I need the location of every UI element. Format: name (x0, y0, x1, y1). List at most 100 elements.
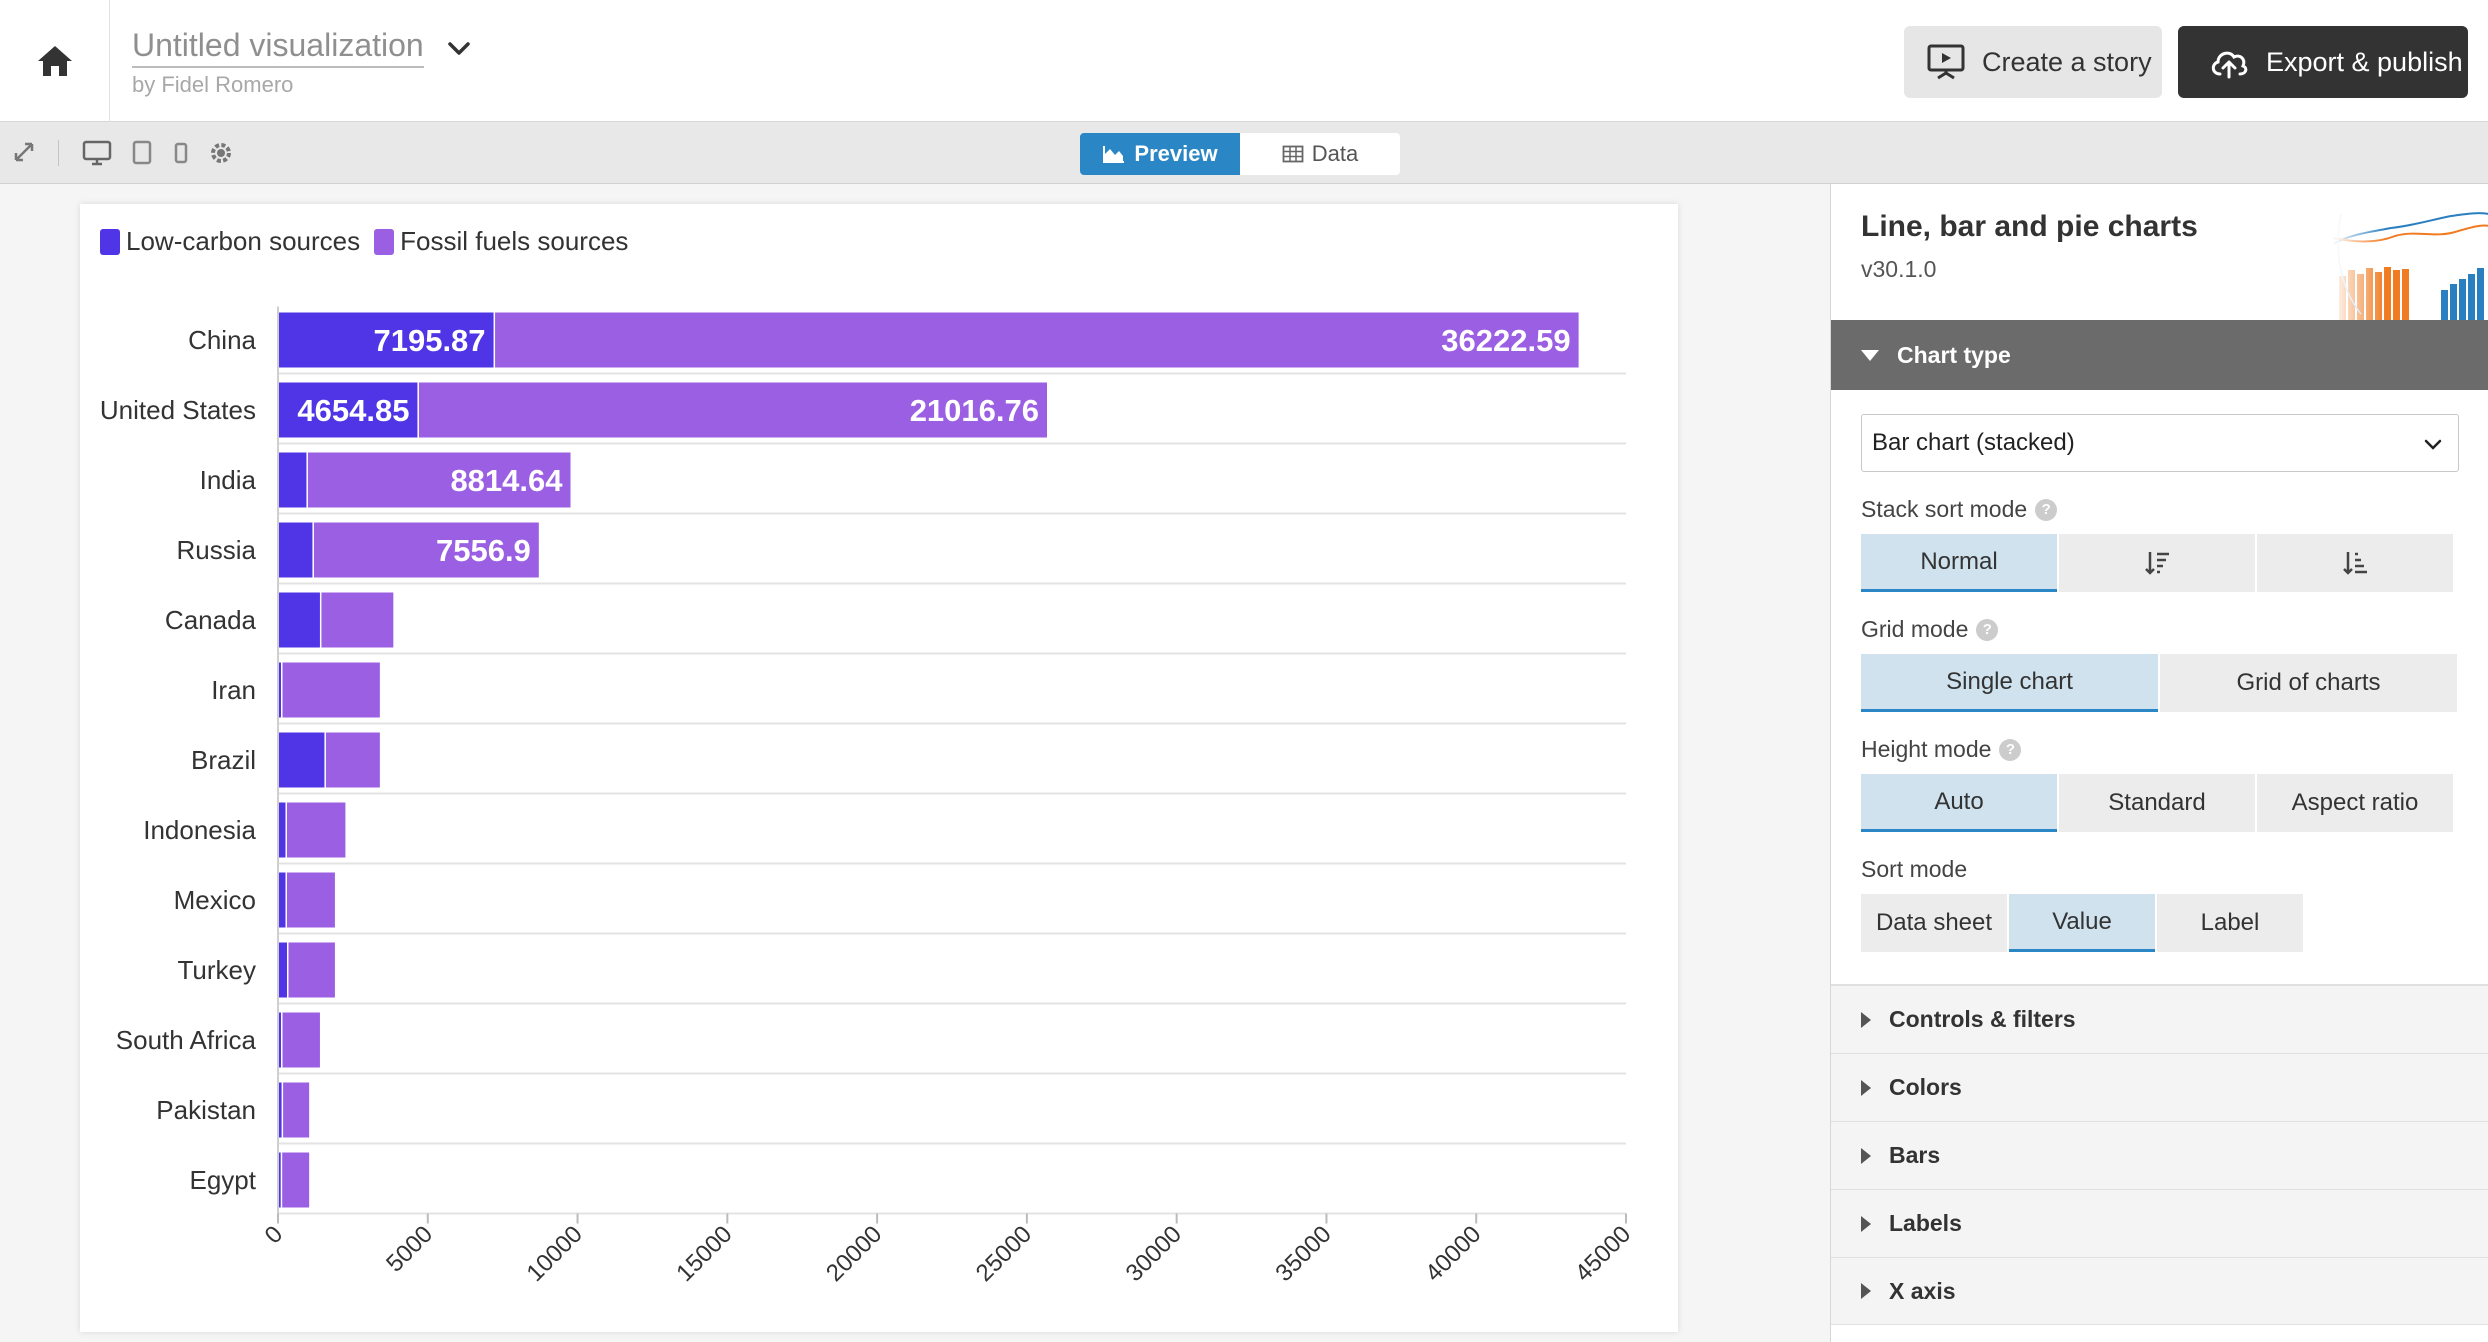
bar-segment[interactable] (282, 662, 380, 718)
bar-segment[interactable] (283, 1082, 310, 1138)
area-chart-icon (1103, 146, 1125, 163)
gear-icon[interactable] (208, 140, 234, 166)
bar-segment[interactable] (286, 802, 346, 858)
grid-mode-label: Grid mode ? (1861, 616, 1999, 643)
section-colors[interactable]: Colors (1831, 1053, 2488, 1121)
bar-segment[interactable] (282, 1012, 320, 1068)
options-panel: Line, bar and pie charts v30.1.0 (1830, 184, 2488, 1342)
height-auto-button[interactable]: Auto (1861, 774, 2057, 832)
home-icon (37, 46, 72, 76)
caret-right-icon (1861, 1147, 1871, 1164)
stack-sort-normal-button[interactable]: Normal (1861, 534, 2057, 592)
stack-sort-ascending-button[interactable] (2257, 534, 2453, 592)
sort-descending-icon (2145, 552, 2169, 575)
sort-label-button[interactable]: Label (2157, 894, 2303, 952)
chart-type-select[interactable]: Bar chart (stacked) (1861, 414, 2459, 472)
section-bars[interactable]: Bars (1831, 1121, 2488, 1189)
caret-right-icon (1861, 1011, 1871, 1028)
bar-value-label: 4654.85 (297, 393, 409, 428)
legend-swatch-fossil (374, 228, 395, 255)
stack-sort-descending-button[interactable] (2059, 534, 2255, 592)
help-icon[interactable]: ? (1976, 618, 1999, 641)
sort-value-label: Value (2052, 907, 2112, 935)
grid-of-charts-button[interactable]: Grid of charts (2160, 654, 2457, 712)
bar-segment[interactable] (278, 662, 281, 718)
category-label: Brazil (191, 745, 256, 775)
bar-segment[interactable] (278, 382, 418, 438)
bar-segment[interactable] (313, 522, 539, 578)
bar-segment[interactable] (278, 872, 286, 928)
bar-segment[interactable] (282, 1152, 310, 1208)
create-story-button[interactable]: Create a story (1904, 26, 2162, 98)
bar-segment[interactable] (278, 522, 313, 578)
chevron-down-icon[interactable] (444, 34, 474, 64)
category-label: United States (100, 395, 256, 425)
sort-datasheet-button[interactable]: Data sheet (1861, 894, 2007, 952)
bar-value-label: 7195.87 (373, 323, 485, 358)
tab-data[interactable]: Data (1240, 133, 1400, 175)
create-story-label: Create a story (1982, 46, 2152, 77)
bar-segment[interactable] (278, 592, 320, 648)
section-controls-filters[interactable]: Controls & filters (1831, 985, 2488, 1053)
template-version: v30.1.0 (1861, 256, 1937, 282)
legend-label-fossil: Fossil fuels sources (400, 226, 629, 256)
bar-chart: China 7195.87 36222.59 United States 4654.85… (100, 306, 1636, 1287)
sort-value-button[interactable]: Value (2009, 894, 2155, 952)
tablet-icon[interactable] (132, 140, 152, 166)
bar-segment[interactable] (286, 872, 335, 928)
help-icon[interactable]: ? (2035, 498, 2058, 521)
bar-segment[interactable] (278, 452, 307, 508)
section-bars-label: Bars (1889, 1142, 1941, 1168)
visualization-title[interactable]: Untitled visualization (132, 26, 424, 68)
template-title: Line, bar and pie charts (1861, 210, 2198, 243)
legend-item-low-carbon[interactable]: Low-carbon sources (100, 226, 360, 257)
bar-segment[interactable] (278, 732, 325, 788)
bar-value-label: 21016.76 (910, 393, 1039, 428)
template-thumbnail (2331, 204, 2488, 320)
bar-segment[interactable] (325, 732, 380, 788)
sort-mode-label-text: Sort mode (1861, 856, 1968, 882)
bar-segment[interactable] (321, 592, 394, 648)
height-auto-label: Auto (1934, 787, 1984, 815)
bar-segment[interactable] (278, 1012, 281, 1068)
grid-single-chart-button[interactable]: Single chart (1861, 654, 2158, 712)
height-aspect-ratio-button[interactable]: Aspect ratio (2257, 774, 2453, 832)
bar-segment[interactable] (288, 942, 335, 998)
bar-segment[interactable] (278, 942, 287, 998)
tab-preview[interactable]: Preview (1080, 133, 1240, 175)
author-label: by Fidel Romero (132, 72, 294, 97)
x-tick-label: 25000 (971, 1221, 1037, 1287)
height-aspect-label: Aspect ratio (2291, 789, 2419, 816)
chart-legend: Low-carbon sources Fossil fuels sources (100, 226, 642, 257)
category-label: Russia (177, 535, 257, 565)
caret-down-icon (1861, 349, 1879, 361)
mobile-icon[interactable] (174, 140, 188, 166)
x-tick-label: 45000 (1570, 1221, 1636, 1287)
expand-icon[interactable] (12, 140, 36, 164)
category-label: Turkey (178, 955, 257, 985)
bar-segment[interactable] (307, 452, 571, 508)
home-button[interactable] (0, 0, 110, 122)
stack-sort-label: Stack sort mode ? (1861, 496, 2058, 523)
grid-charts-label: Grid of charts (2236, 669, 2381, 696)
section-x-axis[interactable]: X axis (1831, 1257, 2488, 1325)
legend-swatch-low-carbon (100, 228, 120, 255)
sort-label-label: Label (2200, 909, 2260, 936)
category-label: Canada (165, 605, 257, 635)
bar-segment[interactable] (278, 1152, 281, 1208)
legend-item-fossil[interactable]: Fossil fuels sources (374, 226, 628, 257)
height-standard-button[interactable]: Standard (2059, 774, 2255, 832)
desktop-icon[interactable] (82, 140, 112, 166)
bar-segment[interactable] (278, 802, 286, 858)
bar-segment[interactable] (495, 312, 1579, 368)
bar-segment[interactable] (278, 1082, 282, 1138)
bar-segment[interactable] (278, 312, 494, 368)
section-chart-type[interactable]: Chart type (1831, 320, 2488, 390)
x-tick-label: 30000 (1121, 1221, 1187, 1287)
export-publish-button[interactable]: Export & publish (2178, 26, 2468, 98)
help-icon[interactable]: ? (1999, 738, 2022, 761)
section-labels[interactable]: Labels (1831, 1189, 2488, 1257)
bar-value-label: 7556.9 (436, 533, 531, 568)
bar-segment[interactable] (418, 382, 1048, 438)
x-tick-label: 35000 (1270, 1221, 1336, 1287)
